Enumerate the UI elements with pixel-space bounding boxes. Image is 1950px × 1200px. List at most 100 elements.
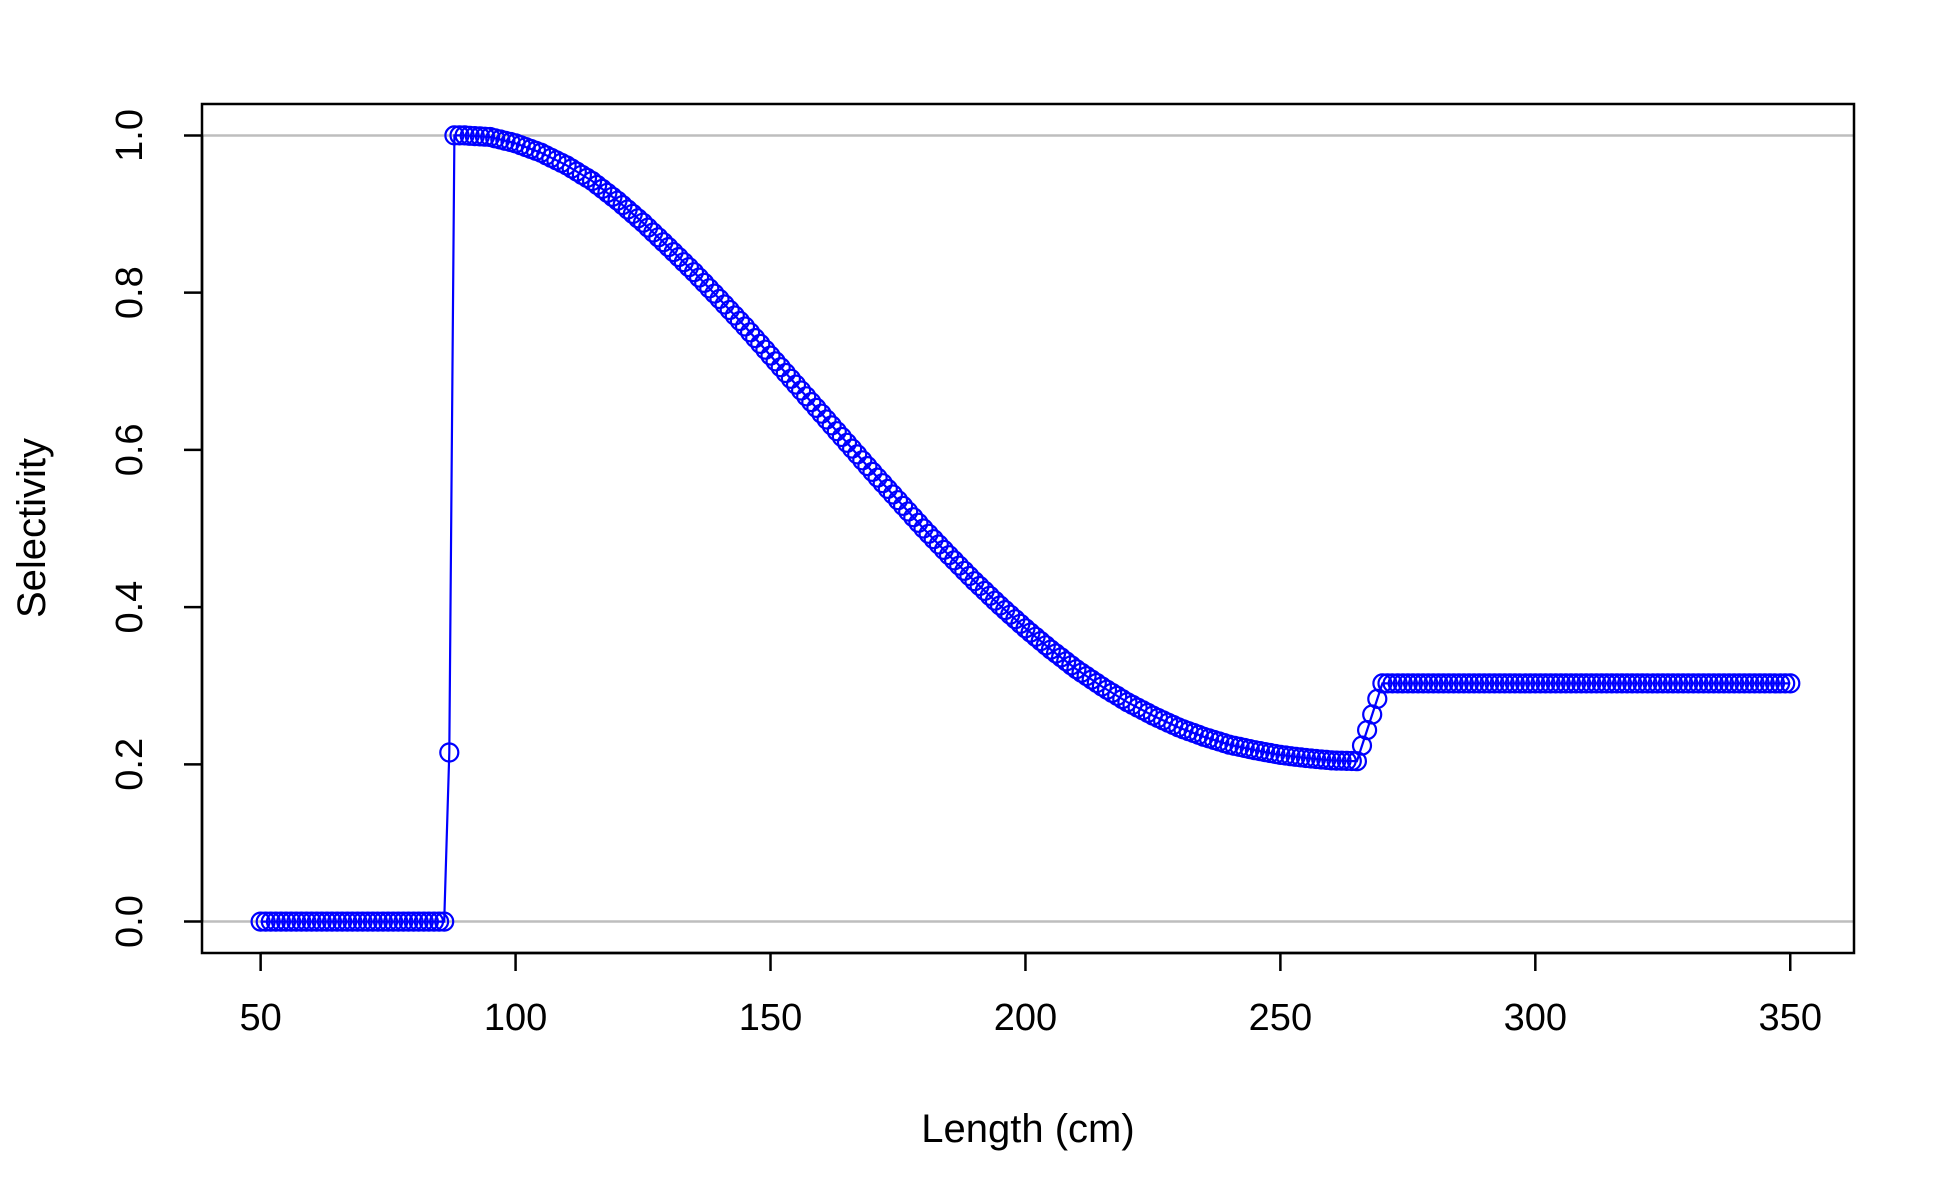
data-point <box>1402 673 1424 694</box>
data-point <box>928 534 949 555</box>
data-point <box>1667 673 1689 694</box>
data-point <box>1652 673 1673 694</box>
data-point <box>1744 673 1765 694</box>
data-point <box>892 495 914 516</box>
data-point <box>1458 673 1480 694</box>
data-point <box>796 386 817 407</box>
data-point <box>1657 673 1679 694</box>
data-point <box>1387 673 1408 694</box>
data-point <box>347 911 368 932</box>
data-point <box>1724 673 1745 694</box>
data-point <box>1540 673 1561 694</box>
data-point <box>372 911 394 932</box>
data-point <box>1474 673 1495 694</box>
y-tick-label: 0.6 <box>109 423 151 476</box>
data-point <box>1749 673 1770 694</box>
data-point <box>1729 673 1750 694</box>
data-point <box>434 911 455 932</box>
data-point <box>306 911 327 932</box>
data-point <box>301 911 322 932</box>
data-point <box>260 911 281 932</box>
data-point <box>1479 673 1500 694</box>
data-point <box>862 461 883 482</box>
data-point <box>1683 673 1704 694</box>
data-point <box>943 550 965 571</box>
x-tick-label: 300 <box>1504 997 1567 1039</box>
data-point <box>1040 639 1062 660</box>
data-point <box>1606 673 1628 694</box>
data-point <box>566 161 587 182</box>
data-point <box>1759 673 1781 694</box>
data-point <box>836 432 858 453</box>
data-point <box>561 158 582 179</box>
data-point <box>1611 673 1633 694</box>
data-point <box>1463 673 1485 694</box>
data-point <box>1096 679 1118 700</box>
data-point <box>1392 673 1413 694</box>
data-point <box>383 911 404 932</box>
data-point <box>1693 673 1714 694</box>
data-point <box>1413 673 1434 694</box>
data-point <box>734 316 756 337</box>
data-point <box>1509 673 1531 694</box>
data-point <box>311 911 332 932</box>
data-point <box>1560 673 1582 694</box>
data-point <box>1428 673 1449 694</box>
data-point <box>1662 673 1684 694</box>
y-tick-label: 1.0 <box>109 109 151 162</box>
data-point <box>1418 673 1439 694</box>
data-point <box>418 911 439 932</box>
x-tick-label: 200 <box>994 997 1057 1039</box>
x-tick-label: 100 <box>484 997 547 1039</box>
data-point <box>908 512 929 533</box>
data-point <box>1443 673 1464 694</box>
data-point <box>1576 673 1597 694</box>
data-point <box>765 351 786 372</box>
data-point <box>1754 673 1775 694</box>
data-point <box>1642 673 1663 694</box>
data-point <box>867 467 888 488</box>
data-point <box>755 339 776 360</box>
data-point <box>1545 673 1566 694</box>
data-point <box>1499 673 1520 694</box>
data-point <box>1071 662 1092 683</box>
data-point <box>1698 673 1719 694</box>
y-axis: 0.0 0.2 0.4 0.6 0.8 1.0 <box>109 109 204 948</box>
data-point <box>556 155 577 176</box>
data-point <box>1718 673 1740 694</box>
data-point <box>719 299 740 321</box>
data-point <box>1713 673 1735 694</box>
data-point <box>265 911 286 932</box>
data-point <box>357 911 378 932</box>
data-point <box>933 539 955 561</box>
data-point <box>1591 673 1612 694</box>
y-tick-label: 0.0 <box>109 895 151 948</box>
data-point <box>1647 673 1668 694</box>
data-point <box>1101 682 1123 703</box>
data-point <box>1433 673 1454 694</box>
data-point <box>296 911 317 932</box>
data-point <box>1484 673 1505 694</box>
data-point <box>780 368 802 389</box>
data-point <box>1688 673 1709 694</box>
series-layer <box>250 125 1801 932</box>
data-point <box>1081 669 1102 690</box>
data-point <box>1112 688 1133 710</box>
data-point <box>750 333 771 354</box>
data-point <box>316 911 337 932</box>
data-point <box>321 911 343 932</box>
data-point <box>1377 673 1398 694</box>
data-point <box>1520 673 1541 694</box>
data-point <box>1525 673 1546 694</box>
data-point <box>847 444 868 465</box>
data-point <box>770 357 791 378</box>
data-point <box>1489 673 1510 694</box>
data-point <box>439 742 460 763</box>
data-point <box>1775 673 1796 694</box>
data-point <box>1673 673 1694 694</box>
data-point <box>255 911 276 932</box>
data-point <box>806 397 827 418</box>
data-point <box>1056 651 1077 672</box>
